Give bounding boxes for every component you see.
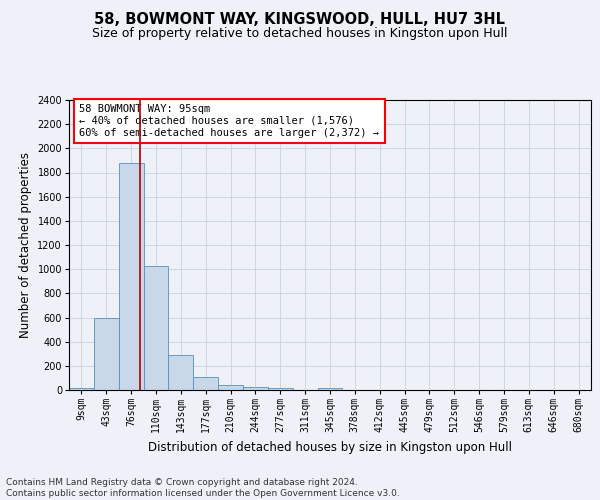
Bar [243,387,268,390]
Text: Size of property relative to detached houses in Kingston upon Hull: Size of property relative to detached ho… [92,28,508,40]
Bar [69,388,94,390]
Y-axis label: Number of detached properties: Number of detached properties [19,152,32,338]
Bar [169,355,193,390]
Text: Contains HM Land Registry data © Crown copyright and database right 2024.
Contai: Contains HM Land Registry data © Crown c… [6,478,400,498]
Bar [143,266,169,390]
Bar [193,376,218,390]
Text: 58 BOWMONT WAY: 95sqm
← 40% of detached houses are smaller (1,576)
60% of semi-d: 58 BOWMONT WAY: 95sqm ← 40% of detached … [79,104,379,138]
Bar [317,388,343,390]
Bar [268,388,293,390]
Bar [119,163,143,390]
Text: 58, BOWMONT WAY, KINGSWOOD, HULL, HU7 3HL: 58, BOWMONT WAY, KINGSWOOD, HULL, HU7 3H… [95,12,505,28]
Bar [94,318,119,390]
X-axis label: Distribution of detached houses by size in Kingston upon Hull: Distribution of detached houses by size … [148,440,512,454]
Bar [218,384,243,390]
